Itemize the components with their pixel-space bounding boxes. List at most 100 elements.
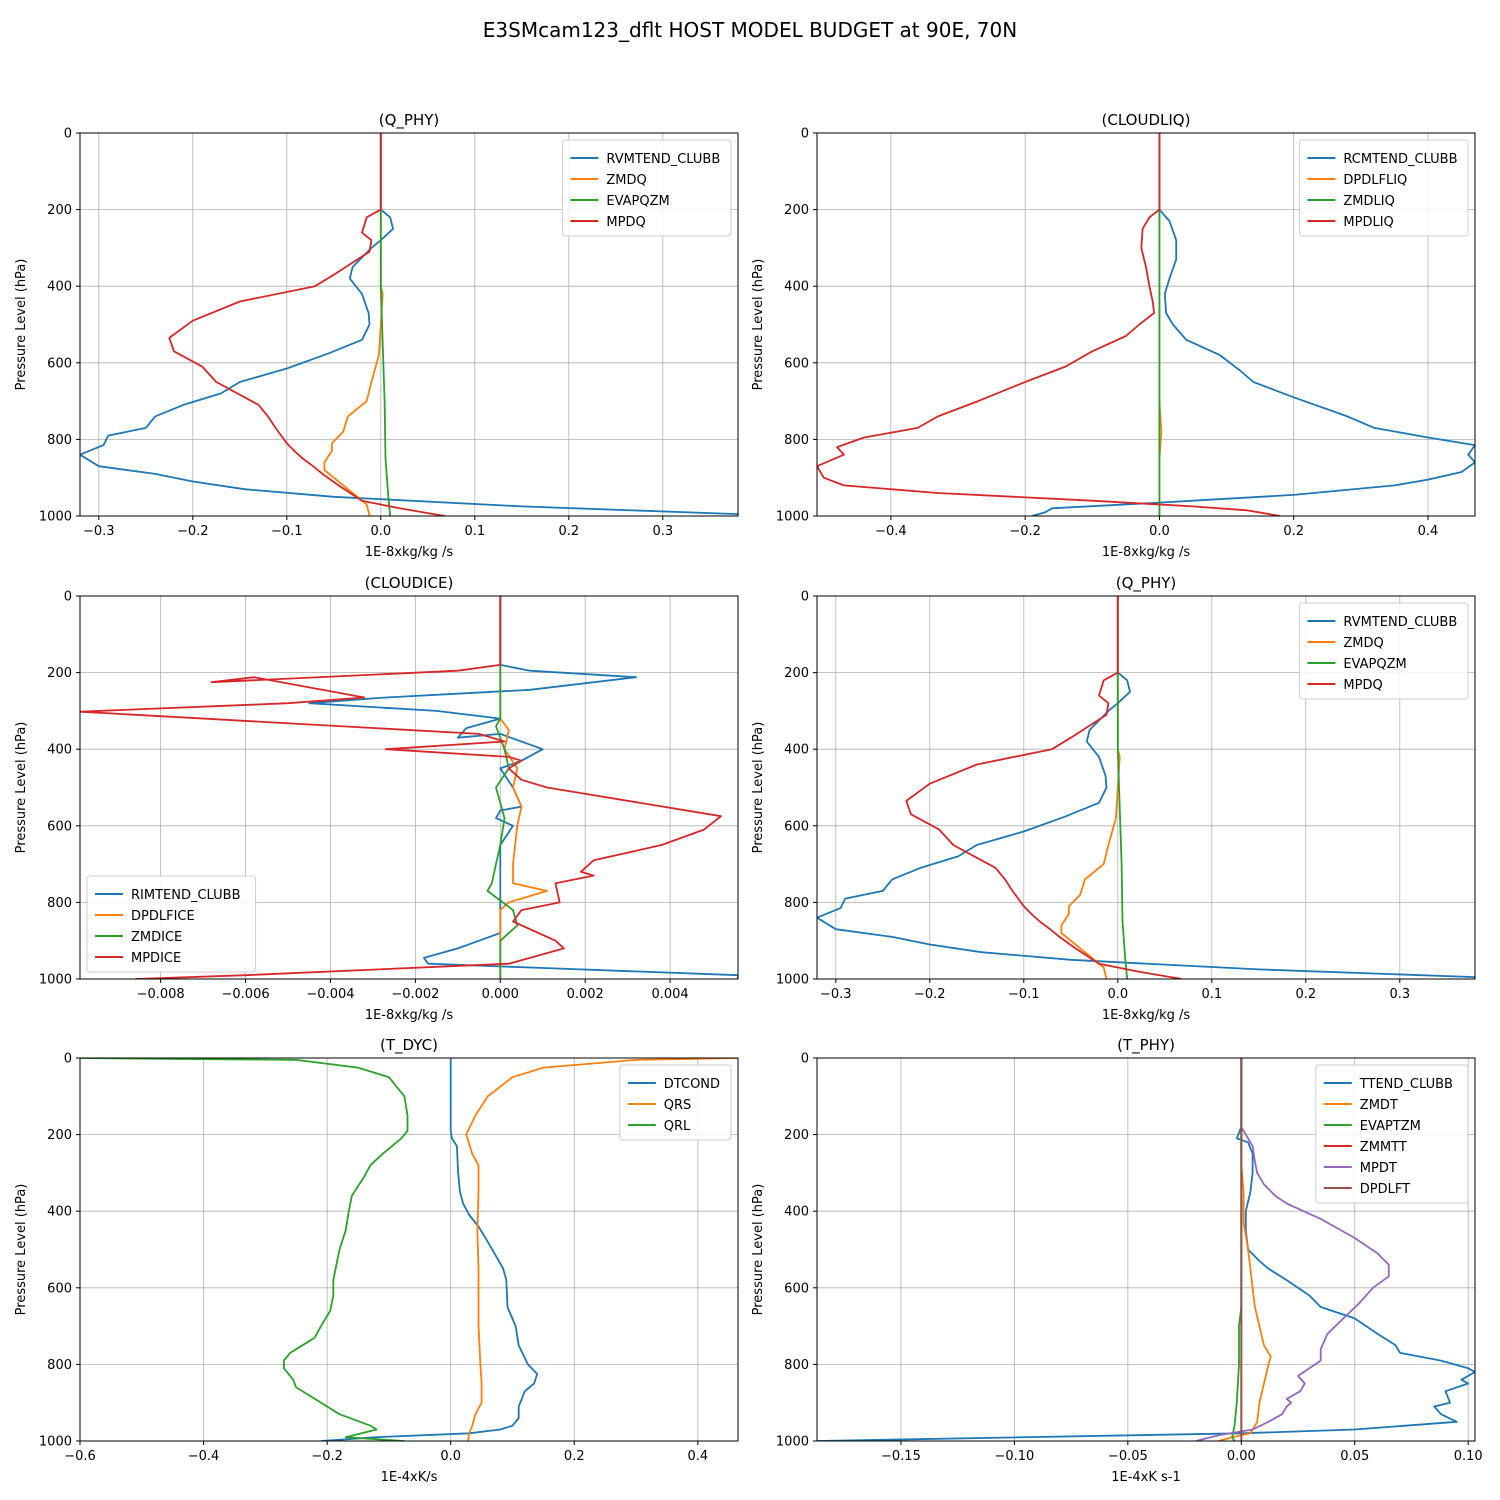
legend: RVMTEND_CLUBB ZMDQ EVAPQZM MPDQ: [561, 139, 732, 237]
legend-entry: RVMTEND_CLUBB: [606, 152, 720, 167]
legend-entry: QRS: [664, 1098, 692, 1113]
y-axis-label: Pressure Level (hPa): [751, 259, 766, 391]
x-axis-label: 1E-8xkg/kg /s: [1102, 545, 1191, 560]
y-axis-label: Pressure Level (hPa): [14, 722, 29, 854]
x-axis-label: 1E-8xkg/kg /s: [365, 545, 454, 560]
legend-entry: ZMDICE: [131, 930, 182, 945]
x-tick-label: −0.008: [137, 987, 185, 1002]
x-tick-label: −0.2: [177, 524, 209, 539]
chart-panel-3: −0.008 −0.006 −0.004 −0.002 0.000 0.002 0.004 0…: [14, 574, 739, 1023]
chart-title: (Q_PHY): [379, 111, 440, 130]
x-tick-label: 0.3: [652, 524, 673, 539]
x-axis-label: 1E-8xkg/kg /s: [1102, 1008, 1191, 1023]
y-tick-label: 600: [784, 1281, 809, 1296]
x-tick-label: −0.002: [391, 987, 439, 1002]
series-line-mpdt: [1195, 1058, 1390, 1441]
series-line-ttend-clubb: [817, 1058, 1475, 1441]
y-tick-label: 400: [47, 1205, 72, 1220]
legend-box: [86, 875, 257, 973]
panels: −0.3 −0.2 −0.1 0.0 0.1 0.2 0.3 0 200 400 600 800 100…: [14, 111, 1483, 1485]
y-axis-label: Pressure Level (hPa): [751, 1184, 766, 1316]
y-tick-label: 0: [801, 1052, 809, 1067]
x-tick-label: −0.1: [271, 524, 303, 539]
axes-frame: [79, 132, 739, 517]
x-tick-label: 0.002: [567, 987, 604, 1002]
x-tick-label: −0.4: [188, 1449, 220, 1464]
legend-entry: DTCOND: [664, 1077, 720, 1092]
y-tick-label: 1000: [39, 1435, 72, 1450]
x-tick-label: 0.0: [440, 1449, 461, 1464]
y-tick-label: 200: [47, 203, 72, 218]
y-tick-label: 200: [784, 666, 809, 681]
x-axis-label: 1E-4xK/s: [381, 1470, 438, 1485]
x-tick-label: 0.004: [651, 987, 688, 1002]
x-axis-label: 1E-4xK s-1: [1111, 1470, 1181, 1485]
legend-box: [1315, 1064, 1469, 1204]
y-tick-label: 0: [801, 590, 809, 605]
legend-entry: ZMDLIQ: [1343, 194, 1394, 209]
y-tick-label: 400: [47, 280, 72, 295]
legend-entry: ZMDT: [1360, 1098, 1398, 1113]
x-tick-label: 0.2: [558, 524, 579, 539]
x-tick-label: 0.1: [464, 524, 485, 539]
series-line-zmdice: [486, 596, 519, 979]
series-line-mpdliq: [817, 133, 1281, 516]
x-tick-label: 0.0: [1149, 524, 1170, 539]
legend-entry: MPDICE: [131, 951, 181, 966]
legend-entry: DPDLFT: [1360, 1182, 1410, 1197]
y-tick-label: 1000: [39, 973, 72, 988]
legend-entry: EVAPQZM: [606, 194, 669, 209]
series-line-evapqzm: [379, 133, 392, 516]
series-group: [817, 596, 1475, 979]
series-line-rvmtend-clubb: [80, 133, 738, 516]
y-tick-label: 800: [47, 433, 72, 448]
legend-entry: MPDLIQ: [1343, 215, 1393, 230]
y-tick-label: 400: [784, 280, 809, 295]
series-group: [80, 1058, 738, 1441]
chart-panel-1: −0.3 −0.2 −0.1 0.0 0.1 0.2 0.3 0 200 400 600 800 100…: [14, 111, 739, 560]
series-group: [80, 596, 738, 979]
y-tick-label: 200: [784, 1128, 809, 1143]
y-tick-label: 0: [64, 590, 72, 605]
axes-frame: [79, 595, 739, 980]
axes-frame: [816, 132, 1476, 517]
x-tick-label: 0.3: [1389, 987, 1410, 1002]
y-tick-label: 1000: [39, 510, 72, 525]
x-tick-label: 0.000: [482, 987, 519, 1002]
x-tick-label: −0.004: [306, 987, 354, 1002]
x-tick-label: −0.2: [1009, 524, 1041, 539]
y-tick-label: 1000: [776, 510, 809, 525]
y-tick-label: 400: [784, 1205, 809, 1220]
legend: RIMTEND_CLUBB DPDLFICE ZMDICE MPDICE: [86, 875, 257, 973]
legend: RVMTEND_CLUBB ZMDQ EVAPQZM MPDQ: [1298, 602, 1469, 700]
series-line-mpdice: [80, 596, 722, 979]
y-tick-label: 0: [64, 127, 72, 142]
x-tick-label: −0.10: [994, 1449, 1034, 1464]
series-line-rvmtend-clubb: [817, 596, 1475, 979]
x-tick-label: 0.2: [1283, 524, 1304, 539]
legend-box: [561, 139, 732, 237]
series-line-rcmtend-clubb: [1031, 133, 1475, 516]
x-tick-label: 0.0: [1107, 987, 1128, 1002]
figure-title: E3SMcam123_dflt HOST MODEL BUDGET at 90E…: [483, 18, 1017, 42]
series-line-qrs: [465, 1058, 738, 1441]
chart-title: (Q_PHY): [1116, 574, 1177, 593]
y-axis-label: Pressure Level (hPa): [14, 259, 29, 391]
x-tick-label: 0.1: [1201, 987, 1222, 1002]
series-group: [80, 133, 738, 516]
legend-entry: ZMDQ: [1343, 636, 1383, 651]
y-tick-label: 600: [784, 356, 809, 371]
chart-title: (CLOUDICE): [365, 574, 454, 592]
axes-frame: [816, 1057, 1476, 1442]
chart-panel-6: −0.15 −0.10 −0.05 0.00 0.05 0.10 0 200 400 600 800…: [751, 1036, 1483, 1485]
y-tick-label: 200: [47, 1128, 72, 1143]
y-tick-label: 800: [784, 896, 809, 911]
y-tick-label: 600: [47, 356, 72, 371]
legend-entry: MPDQ: [606, 215, 645, 230]
x-tick-label: 0.0: [370, 524, 391, 539]
legend-box: [1298, 602, 1469, 700]
legend: TTEND_CLUBB ZMDT EVAPTZM ZMMTT MPDT DPDLFT: [1315, 1064, 1469, 1204]
x-tick-label: 0.2: [1295, 987, 1316, 1002]
axes-frame: [816, 595, 1476, 980]
